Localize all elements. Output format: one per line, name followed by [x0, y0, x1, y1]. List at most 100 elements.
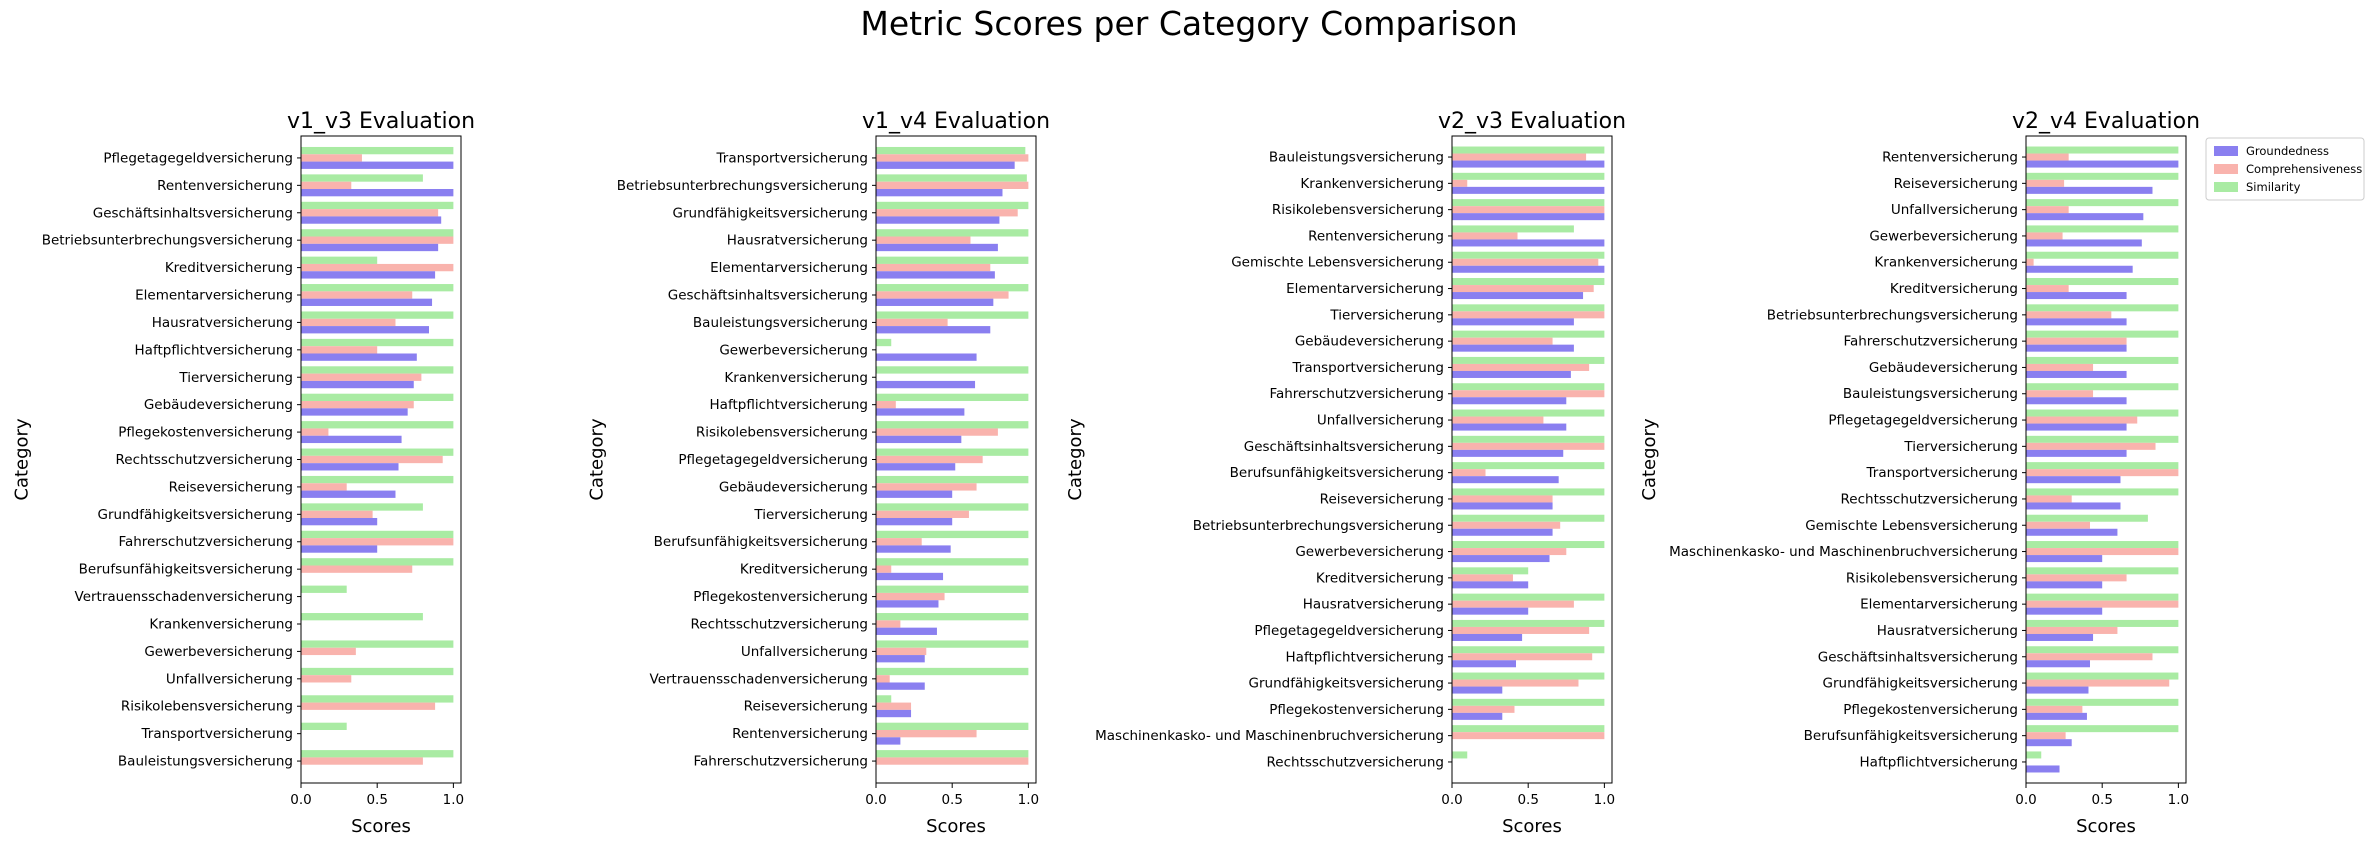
x-tick-label: 0.0: [1441, 792, 1462, 808]
x-tick-label: 0.5: [2091, 792, 2112, 808]
bar-similarity-10: [1452, 383, 1605, 391]
x-tick-label: 1.0: [2168, 792, 2189, 808]
x-tick-label: 1.0: [1018, 792, 1039, 808]
bar-similarity-21: [2026, 672, 2179, 680]
bar-groundedness-4: [1452, 239, 1605, 247]
bar-similarity-9: [876, 366, 1029, 374]
bar-groundedness-11: [1452, 423, 1567, 431]
bar-similarity-3: [2026, 199, 2179, 207]
bar-comprehensiveness-4: [301, 236, 454, 244]
bar-similarity-4: [1452, 225, 1574, 233]
bar-comprehensiveness-20: [876, 675, 890, 683]
bar-similarity-24: [1452, 751, 1468, 759]
category-label: Haftpflichtversicherung: [135, 342, 293, 358]
category-label: Reiseversicherung: [744, 699, 868, 715]
category-label: Haftpflichtversicherung: [1286, 649, 1444, 665]
chart-title: v1_v4 Evaluation: [862, 109, 1050, 134]
bar-similarity-2: [1452, 172, 1605, 180]
bar-groundedness-19: [1452, 633, 1523, 641]
bar-groundedness-2: [1452, 186, 1605, 194]
category-label: Bauleistungsversicherung: [118, 754, 293, 770]
bar-comprehensiveness-4: [1452, 232, 1518, 240]
x-tick-label: 1.0: [1594, 792, 1615, 808]
category-label: Unfallversicherung: [166, 671, 293, 687]
bar-groundedness-22: [2026, 712, 2087, 720]
category-label: Kreditversicherung: [1316, 570, 1444, 586]
bar-comprehensiveness-23: [301, 757, 423, 765]
category-label: Elementarversicherung: [1860, 597, 2018, 613]
bar-comprehensiveness-7: [2026, 311, 2112, 319]
bar-groundedness-11: [876, 435, 962, 444]
category-label: Reiseversicherung: [169, 479, 293, 495]
category-label: Haftpflichtversicherung: [1860, 754, 2018, 770]
category-label: Transportversicherung: [716, 150, 869, 166]
chart-panel-2: Transportversicherung Betriebsunterbrechu…: [587, 109, 1050, 837]
category-label: Berufsunfähigkeitsversicherung: [1230, 465, 1444, 481]
chart-title: v2_v3 Evaluation: [1438, 109, 1626, 134]
category-label: Berufsunfähigkeitsversicherung: [654, 534, 868, 550]
bar-groundedness-11: [301, 435, 402, 444]
bar-comprehensiveness-1: [301, 154, 362, 162]
bar-comprehensiveness-16: [1452, 548, 1567, 556]
legend-label-similarity: Similarity: [2246, 180, 2301, 194]
bar-similarity-16: [1452, 541, 1605, 549]
bar-comprehensiveness-23: [876, 757, 1029, 765]
bar-similarity-14: [1452, 488, 1605, 496]
bar-similarity-11: [1452, 409, 1605, 417]
bar-comprehensiveness-6: [301, 291, 413, 299]
bar-comprehensiveness-2: [1452, 179, 1468, 187]
category-label: Gewerbeversicherung: [719, 342, 868, 358]
bar-similarity-4: [301, 229, 454, 237]
bar-similarity-15: [301, 530, 454, 539]
bar-groundedness-9: [301, 380, 414, 389]
bar-comprehensiveness-20: [301, 675, 352, 683]
category-label: Transportversicherung: [141, 726, 294, 742]
category-label: Vertrauensschadenversicherung: [75, 589, 293, 605]
bar-similarity-2: [876, 174, 1027, 182]
bar-comprehensiveness-11: [301, 428, 329, 436]
bar-comprehensiveness-17: [876, 592, 945, 601]
bar-groundedness-13: [301, 490, 396, 498]
bar-similarity-13: [876, 475, 1029, 484]
bar-groundedness-6: [1452, 292, 1584, 300]
category-label: Grundfähigkeitsversicherung: [98, 507, 293, 523]
bar-groundedness-14: [2026, 502, 2121, 510]
bar-comprehensiveness-2: [301, 181, 352, 189]
bar-similarity-8: [301, 338, 454, 347]
category-label: Reiseversicherung: [1320, 491, 1444, 507]
category-label: Elementarversicherung: [1286, 281, 1444, 297]
bar-similarity-20: [2026, 646, 2179, 654]
bar-similarity-12: [301, 448, 454, 456]
bar-comprehensiveness-20: [1452, 653, 1593, 661]
bar-similarity-9: [1452, 356, 1605, 364]
chart-panel-3: Bauleistungsversicherung Krankenversicher…: [1065, 109, 1626, 837]
category-label: Maschinenkasko- und Maschinenbruchversic…: [1095, 728, 1444, 744]
bar-comprehensiveness-14: [1452, 495, 1553, 503]
category-label: Grundfähigkeitsversicherung: [673, 205, 868, 221]
bar-groundedness-1: [876, 161, 1015, 169]
bar-similarity-6: [876, 284, 1029, 292]
bar-similarity-10: [876, 393, 1029, 402]
x-axis-label: Scores: [1502, 816, 1562, 837]
bar-groundedness-22: [876, 737, 901, 745]
bar-similarity-5: [301, 256, 378, 264]
category-label: Transportversicherung: [1292, 360, 1445, 376]
bar-groundedness-6: [301, 298, 433, 306]
bar-comprehensiveness-15: [2026, 521, 2090, 529]
bar-similarity-4: [2026, 225, 2179, 233]
bar-similarity-24: [2026, 751, 2042, 759]
bar-comprehensiveness-21: [2026, 679, 2170, 687]
category-label: Unfallversicherung: [741, 644, 868, 660]
bar-comprehensiveness-6: [2026, 285, 2069, 293]
x-tick-label: 0.5: [366, 792, 387, 808]
category-label: Krankenversicherung: [724, 370, 868, 386]
bar-similarity-19: [2026, 619, 2179, 627]
bar-groundedness-20: [2026, 660, 2090, 668]
category-label: Vertrauensschadenversicherung: [650, 671, 868, 687]
bar-comprehensiveness-9: [2026, 363, 2094, 371]
bar-similarity-11: [301, 421, 454, 429]
bar-similarity-1: [876, 146, 1026, 155]
bar-similarity-3: [301, 201, 454, 210]
bar-similarity-22: [876, 722, 1029, 730]
bar-similarity-18: [1452, 593, 1605, 601]
